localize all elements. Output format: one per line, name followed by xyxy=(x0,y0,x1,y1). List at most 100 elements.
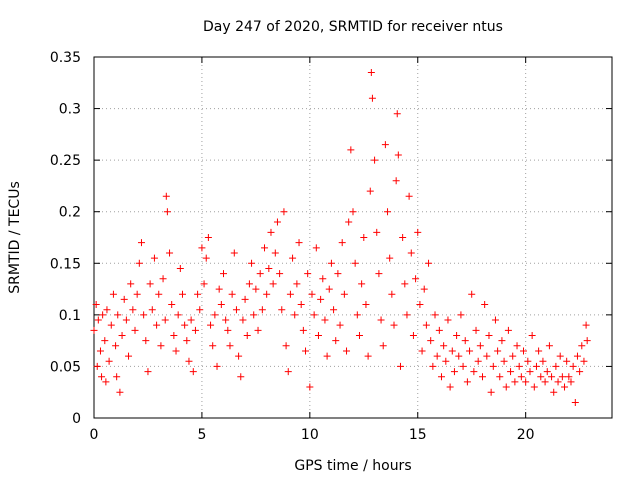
data-point xyxy=(125,352,133,360)
data-point xyxy=(340,290,348,298)
data-point xyxy=(472,326,480,334)
data-point xyxy=(489,362,497,370)
data-point xyxy=(351,259,359,267)
data-point xyxy=(286,290,294,298)
data-point xyxy=(168,301,176,309)
data-point xyxy=(245,280,253,288)
data-point xyxy=(241,295,249,303)
y-tick-label: 0 xyxy=(72,411,81,427)
data-point xyxy=(580,357,588,365)
data-point xyxy=(211,311,219,319)
data-point xyxy=(576,368,584,376)
data-point xyxy=(422,321,430,329)
data-point xyxy=(496,373,504,381)
y-tick-label: 0.1 xyxy=(59,308,81,324)
data-point xyxy=(336,321,344,329)
data-point xyxy=(448,347,456,355)
data-point xyxy=(543,368,551,376)
data-point xyxy=(502,383,510,391)
data-point xyxy=(388,290,396,298)
data-point xyxy=(366,187,374,195)
data-point xyxy=(222,316,230,324)
data-point xyxy=(416,301,424,309)
data-point xyxy=(269,280,277,288)
data-point xyxy=(252,285,260,293)
data-point xyxy=(232,306,240,314)
data-point xyxy=(133,290,141,298)
data-point xyxy=(215,285,223,293)
data-point xyxy=(507,368,515,376)
data-point xyxy=(345,218,353,226)
data-point xyxy=(148,306,156,314)
data-point xyxy=(99,311,107,319)
data-point xyxy=(520,347,528,355)
data-point xyxy=(112,342,120,350)
data-point xyxy=(367,68,375,76)
data-point xyxy=(323,352,331,360)
data-point xyxy=(491,316,499,324)
data-point xyxy=(314,331,322,339)
data-point xyxy=(437,373,445,381)
data-point xyxy=(204,234,212,241)
data-point xyxy=(116,388,124,396)
data-point xyxy=(299,326,307,334)
data-point xyxy=(217,301,225,309)
data-point xyxy=(571,399,579,407)
data-point xyxy=(343,347,351,355)
data-point xyxy=(137,239,145,247)
data-point xyxy=(530,383,538,391)
data-point xyxy=(213,362,221,370)
data-point xyxy=(107,321,115,329)
data-point xyxy=(312,244,320,252)
data-point xyxy=(442,357,450,365)
data-point xyxy=(500,357,508,365)
data-point xyxy=(135,259,143,267)
data-point xyxy=(390,321,398,329)
data-point xyxy=(189,368,197,376)
data-point xyxy=(224,326,232,334)
data-point xyxy=(375,270,383,278)
data-point xyxy=(96,347,104,355)
data-point xyxy=(393,110,401,118)
data-point xyxy=(420,285,428,293)
data-point xyxy=(394,151,402,159)
chart-title: Day 247 of 2020, SRMTID for receiver ntu… xyxy=(203,19,503,35)
data-point xyxy=(459,362,467,370)
data-point xyxy=(191,326,199,334)
data-point xyxy=(569,362,577,370)
x-tick-label: 5 xyxy=(197,427,206,443)
data-point xyxy=(545,342,553,350)
data-point xyxy=(142,337,150,345)
axes xyxy=(93,56,613,419)
data-point xyxy=(94,316,102,324)
data-point xyxy=(524,357,532,365)
data-point xyxy=(198,244,206,252)
data-point xyxy=(122,316,130,324)
data-point xyxy=(573,352,581,360)
data-point xyxy=(146,280,154,288)
data-point xyxy=(511,378,519,386)
y-tick-label: 0.05 xyxy=(50,359,81,375)
data-point xyxy=(235,352,243,360)
data-point xyxy=(384,208,392,216)
data-point xyxy=(444,316,452,324)
data-point xyxy=(578,342,586,350)
data-point xyxy=(466,347,474,355)
x-axis-ticks: 0 5 10 15 20 xyxy=(90,57,535,443)
data-point xyxy=(563,357,571,365)
data-point xyxy=(118,331,126,339)
data-point xyxy=(528,331,536,339)
y-axis-label: SRMTID / TECUs xyxy=(7,181,23,294)
data-point xyxy=(513,342,521,350)
data-point xyxy=(532,362,540,370)
data-point xyxy=(114,311,122,319)
data-point xyxy=(304,270,312,278)
data-point xyxy=(381,141,389,149)
data-point xyxy=(248,259,256,267)
y-tick-label: 0.35 xyxy=(50,50,81,66)
y-tick-label: 0.25 xyxy=(50,153,81,169)
data-point xyxy=(265,264,273,272)
data-point xyxy=(409,331,417,339)
data-point xyxy=(515,362,523,370)
